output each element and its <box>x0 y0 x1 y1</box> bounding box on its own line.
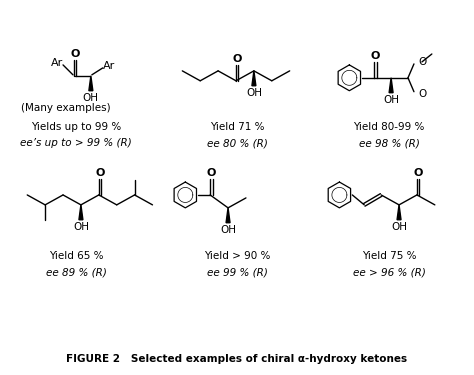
Text: OH: OH <box>391 222 407 232</box>
Text: O: O <box>418 57 426 67</box>
Text: Yields up to 99 %: Yields up to 99 % <box>31 123 121 132</box>
Text: O: O <box>233 54 242 64</box>
Text: OH: OH <box>383 94 399 105</box>
Text: Ar: Ar <box>51 58 63 68</box>
Text: OH: OH <box>246 88 262 98</box>
Text: ee 80 % (R): ee 80 % (R) <box>207 138 267 148</box>
Text: FIGURE 2   Selected examples of chiral α-hydroxy ketones: FIGURE 2 Selected examples of chiral α-h… <box>66 354 408 364</box>
Text: O: O <box>71 49 80 59</box>
Text: (Many examples): (Many examples) <box>21 103 111 112</box>
Text: OH: OH <box>220 225 236 235</box>
Text: Yield 80-99 %: Yield 80-99 % <box>354 123 425 132</box>
Polygon shape <box>397 205 401 220</box>
Polygon shape <box>79 205 83 220</box>
Polygon shape <box>252 71 256 86</box>
Text: O: O <box>371 51 380 61</box>
Text: ee 99 % (R): ee 99 % (R) <box>207 267 267 278</box>
Text: OH: OH <box>83 93 99 103</box>
Text: ee 98 % (R): ee 98 % (R) <box>359 138 419 148</box>
Text: ee > 96 % (R): ee > 96 % (R) <box>353 267 426 278</box>
Polygon shape <box>89 76 93 91</box>
Polygon shape <box>226 208 230 223</box>
Text: O: O <box>413 168 423 178</box>
Text: OH: OH <box>73 222 89 232</box>
Text: Yield > 90 %: Yield > 90 % <box>204 252 270 261</box>
Text: ee 89 % (R): ee 89 % (R) <box>46 267 106 278</box>
Text: Yield 65 %: Yield 65 % <box>49 252 103 261</box>
Text: Yield 75 %: Yield 75 % <box>362 252 416 261</box>
Text: ee’s up to > 99 % (R): ee’s up to > 99 % (R) <box>20 138 132 148</box>
Text: Ar: Ar <box>103 61 115 71</box>
Text: O: O <box>207 168 216 178</box>
Polygon shape <box>389 78 393 93</box>
Text: O: O <box>95 168 105 178</box>
Text: Yield 71 %: Yield 71 % <box>210 123 264 132</box>
Text: O: O <box>418 89 426 99</box>
